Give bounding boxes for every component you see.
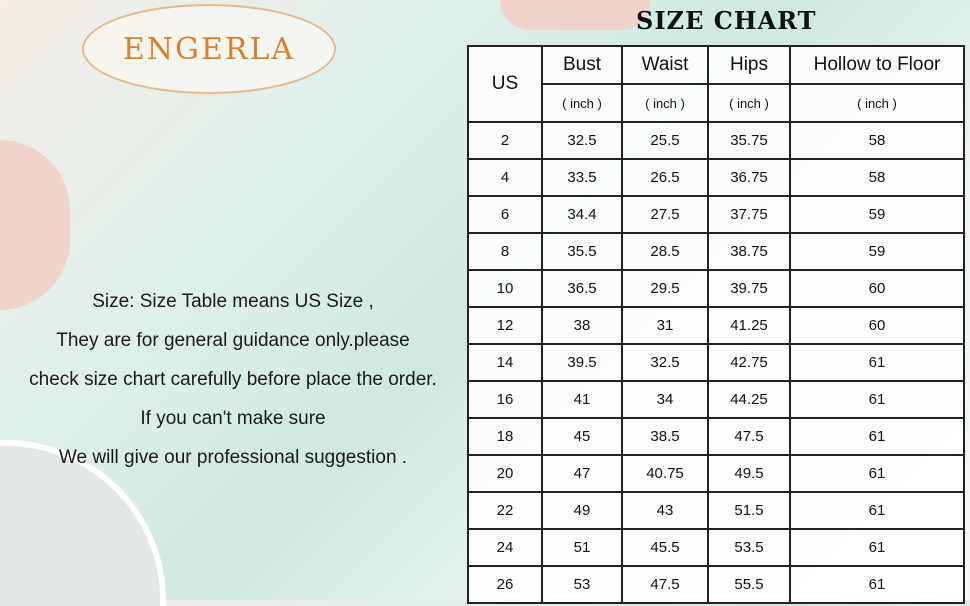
table-cell: 34: [621, 380, 709, 419]
table-cell: 36.5: [541, 269, 623, 308]
note-line: Size: Size Table means US Size ,: [92, 291, 374, 312]
table-cell: 14: [467, 343, 543, 382]
table-cell: 44.25: [707, 380, 791, 419]
table-cell: 49.5: [707, 454, 791, 493]
table-cell: 10: [467, 269, 543, 308]
size-notes: Size: Size Table means US Size , They ar…: [0, 282, 466, 477]
table-cell: 61: [789, 565, 965, 604]
header-hips: Hips: [707, 45, 791, 85]
table-cell: 61: [789, 343, 965, 382]
table-cell: 26: [467, 565, 543, 604]
table-row: 12 38 31 41.25 60: [467, 306, 965, 345]
table-row: 6 34.4 27.5 37.75 59: [467, 195, 965, 234]
table-cell: 22: [467, 491, 543, 530]
table-cell: 60: [789, 306, 965, 345]
decor-circle: [500, 0, 650, 30]
table-cell: 18: [467, 417, 543, 456]
table-cell: 58: [789, 121, 965, 160]
table-cell: 12: [467, 306, 543, 345]
table-cell: 29.5: [621, 269, 709, 308]
table-cell: 47.5: [621, 565, 709, 604]
table-cell: 61: [789, 491, 965, 530]
table-cell: 39.75: [707, 269, 791, 308]
header-hollow-to-floor: Hollow to Floor: [789, 45, 965, 85]
size-table: US Bust Waist Hips Hollow to Floor ( inc…: [467, 45, 965, 604]
table-row: 16 41 34 44.25 61: [467, 380, 965, 419]
table-cell: 24: [467, 528, 543, 567]
table-cell: 6: [467, 195, 543, 234]
table-row: 8 35.5 28.5 38.75 59: [467, 232, 965, 271]
table-row: 14 39.5 32.5 42.75 61: [467, 343, 965, 382]
table-cell: 34.4: [541, 195, 623, 234]
table-cell: 25.5: [621, 121, 709, 160]
table-cell: 41.25: [707, 306, 791, 345]
table-cell: 26.5: [621, 158, 709, 197]
table-cell: 55.5: [707, 565, 791, 604]
table-cell: 8: [467, 232, 543, 271]
table-cell: 4: [467, 158, 543, 197]
table-cell: 47.5: [707, 417, 791, 456]
brand-name: ENGERLA: [122, 31, 296, 67]
header-us: US: [467, 45, 543, 123]
table-cell: 61: [789, 417, 965, 456]
table-cell: 60: [789, 269, 965, 308]
table-cell: 59: [789, 232, 965, 271]
table-cell: 51.5: [707, 491, 791, 530]
table-cell: 45: [541, 417, 623, 456]
table-cell: 38: [541, 306, 623, 345]
table-cell: 58: [789, 158, 965, 197]
table-cell: 35.5: [541, 232, 623, 271]
table-row: 26 53 47.5 55.5 61: [467, 565, 965, 604]
table-row: 24 51 45.5 53.5 61: [467, 528, 965, 567]
table-cell: 42.75: [707, 343, 791, 382]
note-line: If you can't make sure: [140, 408, 326, 429]
unit-label: ( inch ): [621, 83, 709, 123]
table-cell: 43: [621, 491, 709, 530]
unit-label: ( inch ): [789, 83, 965, 123]
brand-logo: ENGERLA: [82, 4, 336, 94]
note-line: check size chart carefully before place …: [29, 369, 437, 390]
page-title: SIZE CHART: [636, 6, 817, 35]
table-cell: 28.5: [621, 232, 709, 271]
table-cell: 38.75: [707, 232, 791, 271]
table-cell: 37.75: [707, 195, 791, 234]
note-line: We will give our professional suggestion…: [58, 447, 408, 468]
table-cell: 16: [467, 380, 543, 419]
note-line: They are for general guidance only.pleas…: [56, 330, 410, 351]
table-cell: 49: [541, 491, 623, 530]
table-row: 2 32.5 25.5 35.75 58: [467, 121, 965, 160]
table-cell: 47: [541, 454, 623, 493]
header-waist: Waist: [621, 45, 709, 85]
table-cell: 32.5: [541, 121, 623, 160]
table-cell: 2: [467, 121, 543, 160]
table-row: 10 36.5 29.5 39.75 60: [467, 269, 965, 308]
table-cell: 32.5: [621, 343, 709, 382]
unit-label: ( inch ): [707, 83, 791, 123]
table-row: 18 45 38.5 47.5 61: [467, 417, 965, 456]
table-cell: 39.5: [541, 343, 623, 382]
table-cell: 35.75: [707, 121, 791, 160]
table-cell: 31: [621, 306, 709, 345]
table-cell: 53: [541, 565, 623, 604]
table-cell: 38.5: [621, 417, 709, 456]
table-cell: 45.5: [621, 528, 709, 567]
table-cell: 61: [789, 528, 965, 567]
table-cell: 41: [541, 380, 623, 419]
unit-label: ( inch ): [541, 83, 623, 123]
table-cell: 61: [789, 454, 965, 493]
table-cell: 40.75: [621, 454, 709, 493]
table-row: 20 47 40.75 49.5 61: [467, 454, 965, 493]
table-row: 4 33.5 26.5 36.75 58: [467, 158, 965, 197]
table-cell: 36.75: [707, 158, 791, 197]
header-bust: Bust: [541, 45, 623, 85]
table-cell: 61: [789, 380, 965, 419]
table-cell: 53.5: [707, 528, 791, 567]
table-cell: 27.5: [621, 195, 709, 234]
table-cell: 59: [789, 195, 965, 234]
table-cell: 51: [541, 528, 623, 567]
table-cell: 20: [467, 454, 543, 493]
table-row: 22 49 43 51.5 61: [467, 491, 965, 530]
table-cell: 33.5: [541, 158, 623, 197]
